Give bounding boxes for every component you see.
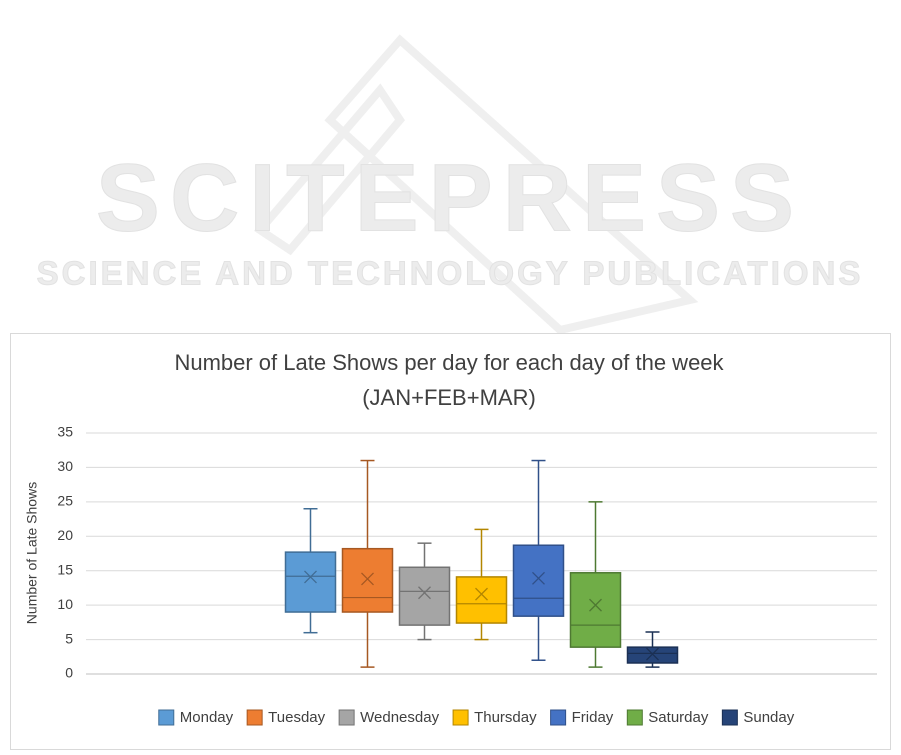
box xyxy=(512,544,565,617)
box xyxy=(455,576,508,624)
legend-label: Wednesday xyxy=(360,709,439,726)
mean-marker xyxy=(361,572,374,586)
legend-swatch xyxy=(626,709,643,726)
box xyxy=(569,572,622,648)
legend-item: Saturday xyxy=(626,709,709,726)
mean-marker xyxy=(589,598,602,612)
y-axis-label: Number of Late Shows xyxy=(24,482,40,624)
watermark-logo xyxy=(254,34,699,335)
watermark-title: SCITEPRESS xyxy=(96,144,804,251)
legend-label: Friday xyxy=(572,709,614,726)
legend-swatch xyxy=(158,709,175,726)
mean-marker xyxy=(418,586,431,600)
y-tick-label: 5 xyxy=(65,630,73,646)
legend-label: Tuesday xyxy=(268,709,325,726)
legend-swatch xyxy=(721,709,738,726)
legend-label: Sunday xyxy=(743,709,794,726)
chart-subtitle: (JAN+FEB+MAR) xyxy=(362,385,536,410)
legend-swatch xyxy=(246,709,263,726)
legend-label: Thursday xyxy=(474,709,537,726)
legend-swatch xyxy=(452,709,469,726)
box xyxy=(284,551,337,613)
chart-frame xyxy=(10,333,891,750)
legend-swatch xyxy=(550,709,567,726)
mean-marker xyxy=(646,647,659,661)
y-tick-label: 10 xyxy=(57,596,73,612)
mean-marker xyxy=(532,571,545,585)
box xyxy=(398,566,451,626)
y-tick-label: 0 xyxy=(65,665,73,681)
plot-area: 0 5 10 15 20 25 30 35 xyxy=(57,424,877,681)
mean-marker xyxy=(304,570,317,584)
legend-item: Sunday xyxy=(721,709,795,726)
legend-label: Saturday xyxy=(648,709,709,726)
legend: Monday Tuesday Wednesday Thursday Friday Satu… xyxy=(158,709,795,726)
y-tick-label: 25 xyxy=(57,493,73,509)
y-tick-label: 15 xyxy=(57,561,73,577)
legend-label: Monday xyxy=(180,709,234,726)
legend-item: Thursday xyxy=(452,709,537,726)
y-tick-label: 35 xyxy=(57,424,73,440)
legend-item: Tuesday xyxy=(246,709,326,726)
mean-marker xyxy=(475,587,488,601)
legend-item: Friday xyxy=(550,709,614,726)
legend-item: Monday xyxy=(158,709,234,726)
y-tick-label: 20 xyxy=(57,527,73,543)
watermark-subtitle: SCIENCE AND TECHNOLOGY PUBLICATIONS xyxy=(37,255,864,292)
legend-item: Wednesday xyxy=(338,709,440,726)
chart-title: Number of Late Shows per day for each da… xyxy=(174,350,724,375)
y-tick-label: 30 xyxy=(57,458,73,474)
box xyxy=(341,547,394,613)
legend-swatch xyxy=(338,709,355,726)
box xyxy=(626,646,679,664)
